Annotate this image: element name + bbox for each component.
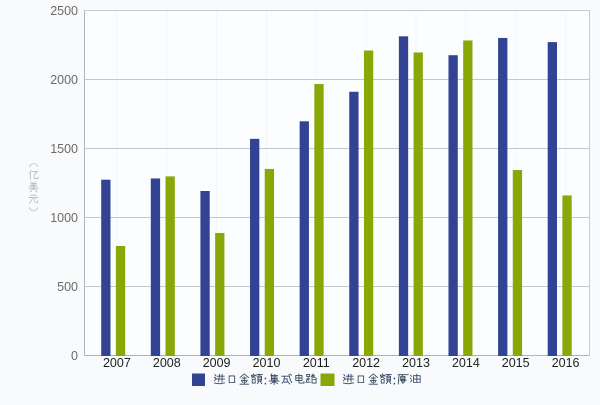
svg-text:2500: 2500 bbox=[50, 4, 78, 18]
svg-text:2008: 2008 bbox=[153, 356, 181, 370]
svg-text:2012: 2012 bbox=[352, 356, 380, 370]
svg-text:1500: 1500 bbox=[50, 142, 78, 156]
svg-text:2000: 2000 bbox=[50, 73, 78, 87]
svg-text:500: 500 bbox=[57, 280, 78, 294]
svg-text:2016: 2016 bbox=[552, 356, 580, 370]
svg-text:0: 0 bbox=[71, 349, 78, 363]
svg-text:2010: 2010 bbox=[253, 356, 281, 370]
svg-text:2009: 2009 bbox=[203, 356, 231, 370]
svg-text:2015: 2015 bbox=[502, 356, 530, 370]
svg-text:2011: 2011 bbox=[303, 356, 330, 370]
svg-text:1000: 1000 bbox=[50, 211, 78, 225]
svg-text:2007: 2007 bbox=[103, 356, 131, 370]
svg-text:2014: 2014 bbox=[452, 356, 480, 370]
svg-text:2013: 2013 bbox=[402, 356, 430, 370]
